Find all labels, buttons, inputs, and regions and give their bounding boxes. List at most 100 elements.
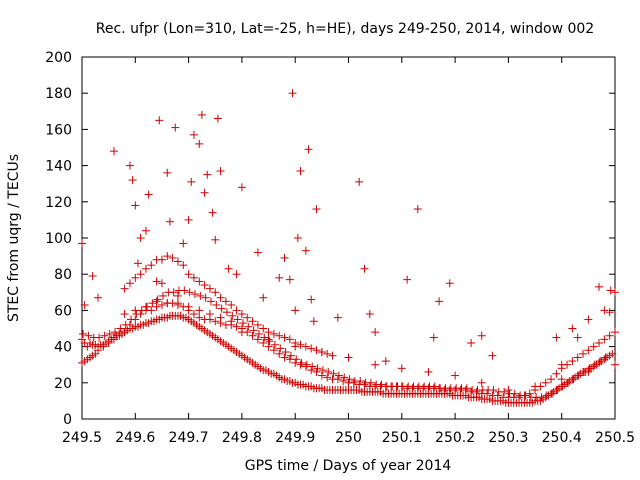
data-point	[548, 389, 557, 398]
x-tick-label: 250.3	[488, 430, 528, 446]
data-point	[190, 290, 199, 299]
chart-title: Rec. ufpr (Lon=310, Lat=-25, h=HE), days…	[96, 21, 594, 37]
data-points	[78, 89, 619, 407]
data-point	[196, 291, 205, 300]
data-point	[111, 328, 120, 337]
data-point	[222, 308, 231, 317]
data-point	[173, 291, 182, 300]
data-point	[163, 252, 172, 261]
data-point	[307, 344, 316, 353]
data-point	[595, 338, 604, 347]
data-point	[189, 273, 198, 282]
data-point	[333, 313, 342, 322]
data-point	[228, 311, 237, 320]
data-point	[184, 215, 193, 224]
data-point	[216, 293, 225, 302]
data-point	[78, 239, 86, 248]
data-point	[580, 367, 589, 376]
data-point	[365, 310, 374, 319]
data-point	[205, 284, 214, 293]
data-point	[377, 380, 386, 389]
data-point	[232, 270, 241, 279]
data-point	[521, 391, 530, 400]
data-point	[356, 376, 365, 385]
data-point	[477, 378, 486, 387]
data-point	[88, 272, 97, 281]
data-point	[573, 353, 582, 362]
data-point	[93, 346, 102, 355]
data-point	[221, 297, 230, 306]
data-point	[120, 310, 129, 319]
data-point	[489, 386, 498, 395]
data-point	[197, 110, 206, 119]
data-point	[125, 161, 134, 170]
data-point	[291, 306, 300, 315]
data-point	[590, 360, 599, 369]
data-point	[132, 310, 141, 319]
y-tick-label: 140	[45, 159, 72, 175]
data-point	[180, 286, 189, 295]
data-point	[141, 264, 150, 273]
data-point	[189, 310, 198, 319]
data-point	[371, 360, 380, 369]
data-point	[344, 353, 353, 362]
data-point	[296, 340, 305, 349]
data-point	[128, 176, 137, 185]
y-tick-label: 40	[54, 340, 72, 356]
x-tick-label: 250	[335, 430, 362, 446]
data-point	[237, 183, 246, 192]
data-point	[472, 387, 481, 396]
data-point	[595, 282, 604, 291]
data-point	[552, 333, 561, 342]
x-tick-label: 249.5	[62, 430, 102, 446]
data-point	[243, 313, 252, 322]
data-point	[579, 349, 588, 358]
data-point	[131, 201, 140, 210]
data-point	[206, 297, 215, 306]
data-point	[297, 358, 306, 367]
data-point	[275, 273, 284, 282]
data-point	[403, 275, 412, 284]
data-point	[155, 116, 164, 125]
data-point	[211, 288, 220, 297]
data-point	[397, 364, 406, 373]
data-point	[141, 226, 150, 235]
y-tick-label: 0	[63, 412, 72, 428]
data-point	[340, 373, 349, 382]
data-point	[573, 333, 582, 342]
data-point	[127, 315, 136, 324]
data-point	[585, 364, 594, 373]
data-point	[553, 386, 562, 395]
data-point	[211, 317, 220, 326]
data-point	[115, 331, 124, 340]
x-tick-label: 250.1	[382, 430, 422, 446]
data-point	[515, 393, 524, 402]
data-point	[136, 234, 145, 242]
data-point	[483, 389, 492, 398]
data-point	[288, 89, 297, 98]
data-point	[413, 205, 422, 214]
data-point	[217, 304, 226, 313]
data-point	[249, 326, 258, 335]
data-point	[100, 331, 109, 340]
data-point	[504, 386, 513, 395]
data-point	[584, 346, 593, 355]
data-point	[205, 310, 214, 319]
data-point	[264, 342, 273, 351]
data-point	[152, 297, 161, 306]
data-point	[173, 300, 182, 309]
data-point	[95, 333, 104, 342]
data-point	[557, 375, 566, 384]
data-point	[105, 329, 114, 338]
data-point	[317, 371, 326, 380]
data-point	[157, 300, 166, 309]
data-point	[280, 253, 289, 262]
data-point	[611, 328, 619, 337]
x-axis: 249.5 249.6 249.7 249.8 249.9 250 250.1 250.2 25…	[62, 57, 635, 446]
x-tick-label: 249.6	[115, 430, 155, 446]
data-point	[307, 366, 316, 375]
data-point	[163, 168, 172, 177]
data-point	[360, 380, 369, 389]
data-point	[467, 338, 476, 347]
data-point	[584, 315, 593, 324]
